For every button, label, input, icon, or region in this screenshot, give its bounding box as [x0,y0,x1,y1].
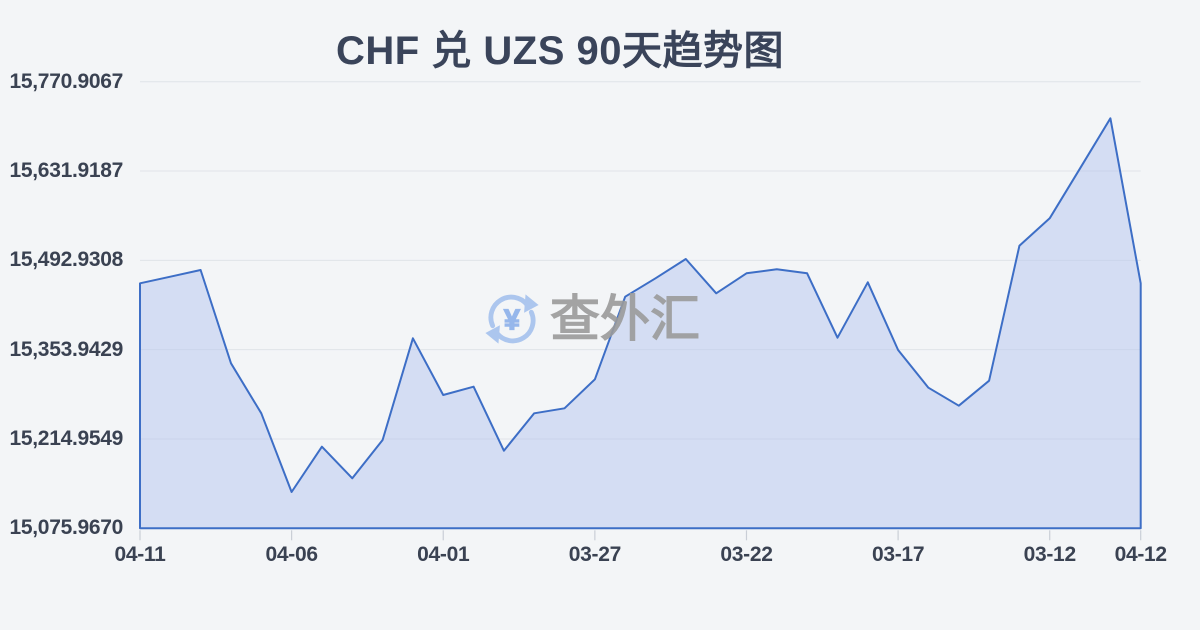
y-axis-label: 15,770.9067 [9,69,124,93]
x-axis-label: 03-17 [871,543,925,566]
chart-area-series [139,117,1142,530]
x-axis-label: 03-27 [568,543,622,566]
x-axis-label: 03-22 [720,543,773,566]
y-axis-label: 15,353.9429 [9,337,124,361]
x-axis-label: 04-12 [1114,543,1168,566]
chart-title: CHF 兑 UZS 90天趋势图 [335,29,785,73]
x-axis-label: 04-01 [417,543,470,566]
currency-exchange-icon: ¥ [485,294,539,344]
watermark-text: 查外汇 [550,291,700,347]
y-axis-label: 15,214.9549 [9,426,124,450]
watermark: ¥ 查外汇 [483,289,700,349]
y-axis-label: 15,075.9670 [9,516,124,540]
x-axis-label: 04-06 [265,543,319,566]
svg-text:¥: ¥ [504,305,520,337]
x-axis-label: 04-11 [114,543,166,566]
y-axis-label: 15,492.9308 [9,248,124,272]
y-axis-label: 15,631.9187 [9,159,124,183]
x-axis-label: 03-12 [1023,543,1077,566]
